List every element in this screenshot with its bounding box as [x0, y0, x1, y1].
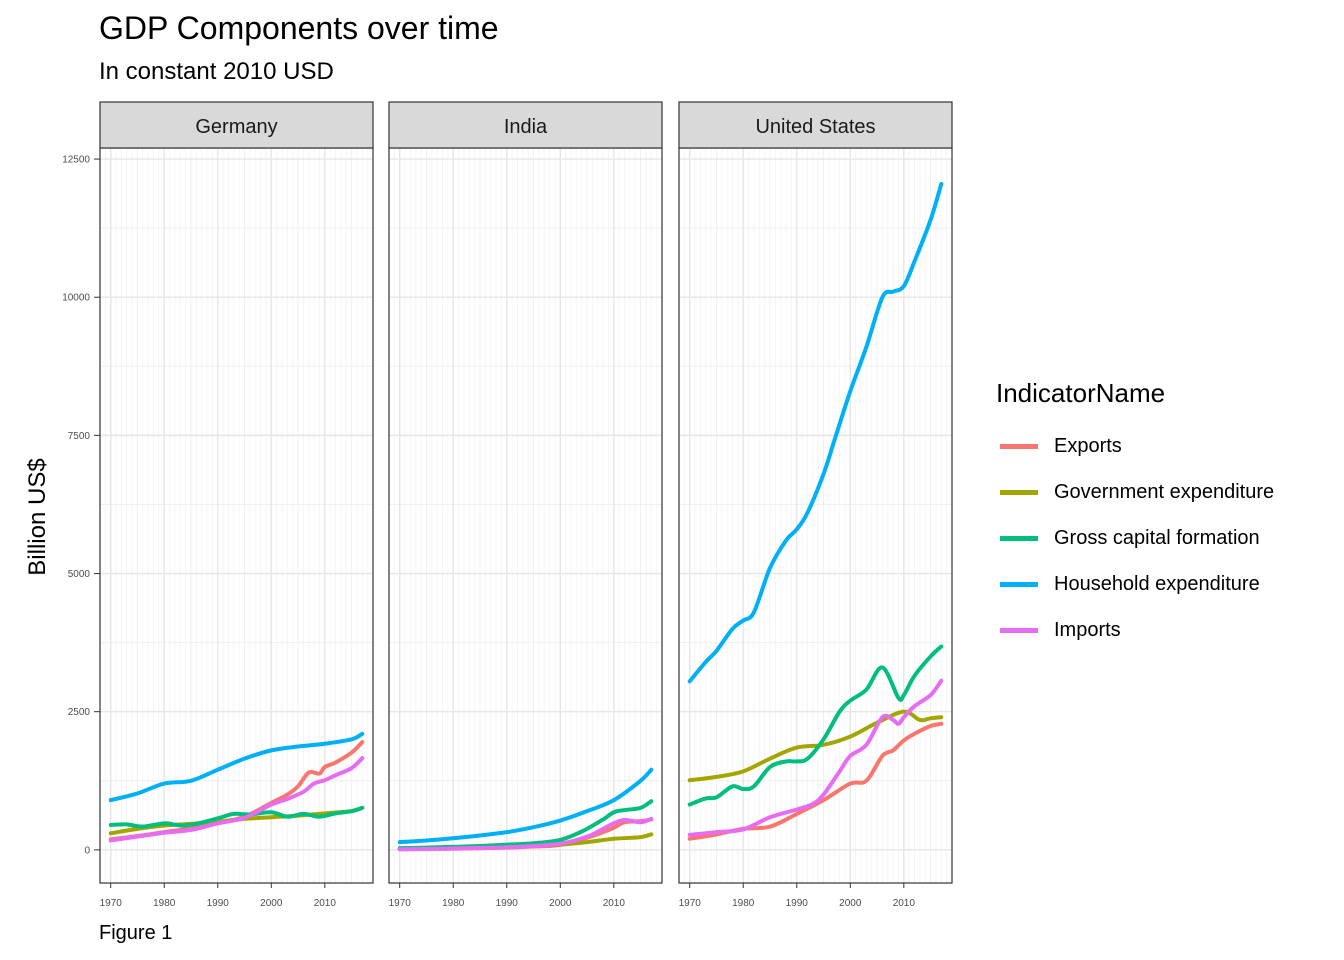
legend-label: Imports: [1054, 618, 1121, 641]
facet-label: India: [504, 116, 548, 138]
legend-item: Gross capital formation: [996, 515, 1274, 561]
x-tick-label: 2010: [314, 898, 337, 909]
series-line-gross-capital-formation: [687, 644, 944, 807]
legend-key: [1000, 627, 1038, 633]
x-tick-label: 2000: [260, 898, 283, 909]
x-tick-label: 2010: [603, 898, 626, 909]
facet-strip: [99, 101, 374, 149]
facet-strip: [678, 101, 953, 149]
x-tick-label: 1980: [732, 898, 755, 909]
legend-item: Government expenditure: [996, 469, 1274, 515]
y-tick-label: 10000: [62, 293, 90, 304]
facet-strip: [388, 101, 663, 149]
x-tick-label: 1980: [153, 898, 176, 909]
legend-item: Exports: [996, 423, 1274, 469]
series-line-gross-capital-formation: [108, 805, 365, 829]
y-tick-label: 2500: [68, 707, 91, 718]
legend-label: Government expenditure: [1054, 480, 1275, 503]
series-line-government-expenditure: [687, 709, 944, 783]
series-line-imports: [397, 816, 654, 852]
legend-item: Imports: [996, 607, 1274, 653]
legend-label: Gross capital formation: [1054, 526, 1260, 549]
x-tick-label: 1980: [442, 898, 465, 909]
y-tick-label: 7500: [68, 431, 91, 442]
series-line-household-expenditure: [687, 181, 944, 684]
legend-items: Exports Government expenditure Gross capit…: [996, 423, 1274, 653]
legend-title: IndicatorName: [996, 378, 1166, 408]
x-tick-label: 1970: [679, 898, 702, 909]
legend-key: [1000, 489, 1038, 495]
x-tick-label: 1990: [786, 898, 809, 909]
panel-background: [389, 148, 662, 883]
legend-item: Household expenditure: [996, 561, 1274, 607]
facet-label: Germany: [195, 116, 277, 138]
series-line-household-expenditure: [397, 767, 654, 845]
facet-label: United States: [755, 116, 875, 138]
x-tick-label: 2010: [893, 898, 916, 909]
x-tick-label: 1990: [207, 898, 230, 909]
chart-subtitle: In constant 2010 USD: [99, 58, 334, 85]
legend-key: [1000, 581, 1038, 587]
legend-key: [1000, 535, 1038, 541]
figure-caption: Figure 1: [99, 922, 173, 944]
legend: IndicatorName Exports Government expendit…: [996, 378, 1274, 653]
x-tick-label: 2000: [549, 898, 572, 909]
panel-background: [100, 148, 373, 883]
y-tick-label: 0: [84, 845, 90, 856]
x-tick-label: 1970: [100, 898, 123, 909]
legend-label: Exports: [1054, 434, 1122, 457]
legend-label: Household expenditure: [1054, 572, 1260, 595]
chart-title: GDP Components over time: [99, 10, 499, 46]
series-line-imports: [108, 756, 365, 843]
series-line-household-expenditure: [108, 731, 365, 803]
panel-background: [679, 148, 952, 883]
x-tick-label: 2000: [839, 898, 862, 909]
x-tick-label: 1970: [389, 898, 412, 909]
series-line-imports: [687, 678, 944, 837]
y-tick-label: 12500: [62, 155, 90, 166]
y-tick-label: 5000: [68, 569, 91, 580]
legend-key: [1000, 443, 1038, 449]
x-tick-label: 1990: [496, 898, 519, 909]
